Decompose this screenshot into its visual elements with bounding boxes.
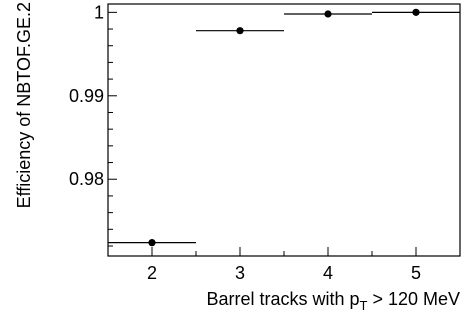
x-tick-label: 5: [411, 263, 421, 283]
x-tick-label: 3: [235, 263, 245, 283]
y-axis-title: Efficiency of NBTOF.GE.2: [14, 2, 34, 208]
plot-area: [107, 3, 461, 257]
y-tick-label: 0.99: [69, 86, 104, 106]
x-tick-label: 4: [323, 263, 333, 283]
x-axis-title-subscript: T: [359, 298, 367, 313]
y-tick-label: 0.98: [69, 169, 104, 189]
data-layer: [108, 8, 460, 247]
y-tick-label: 1: [94, 2, 104, 22]
data-point-marker: [412, 8, 420, 16]
x-axis-title-main: Barrel tracks with p: [206, 289, 359, 309]
data-point-marker: [324, 10, 332, 18]
ticks-layer: 2 3 4 5 0.98 0.99 1: [69, 2, 461, 283]
x-tick-label: 2: [147, 263, 157, 283]
x-axis-title: Barrel tracks with pT > 120 MeV: [206, 289, 460, 313]
x-axis-title-rest: > 120 MeV: [367, 289, 460, 309]
data-point-marker: [148, 239, 156, 247]
data-point-marker: [236, 27, 244, 35]
plot-frame: [107, 3, 461, 257]
